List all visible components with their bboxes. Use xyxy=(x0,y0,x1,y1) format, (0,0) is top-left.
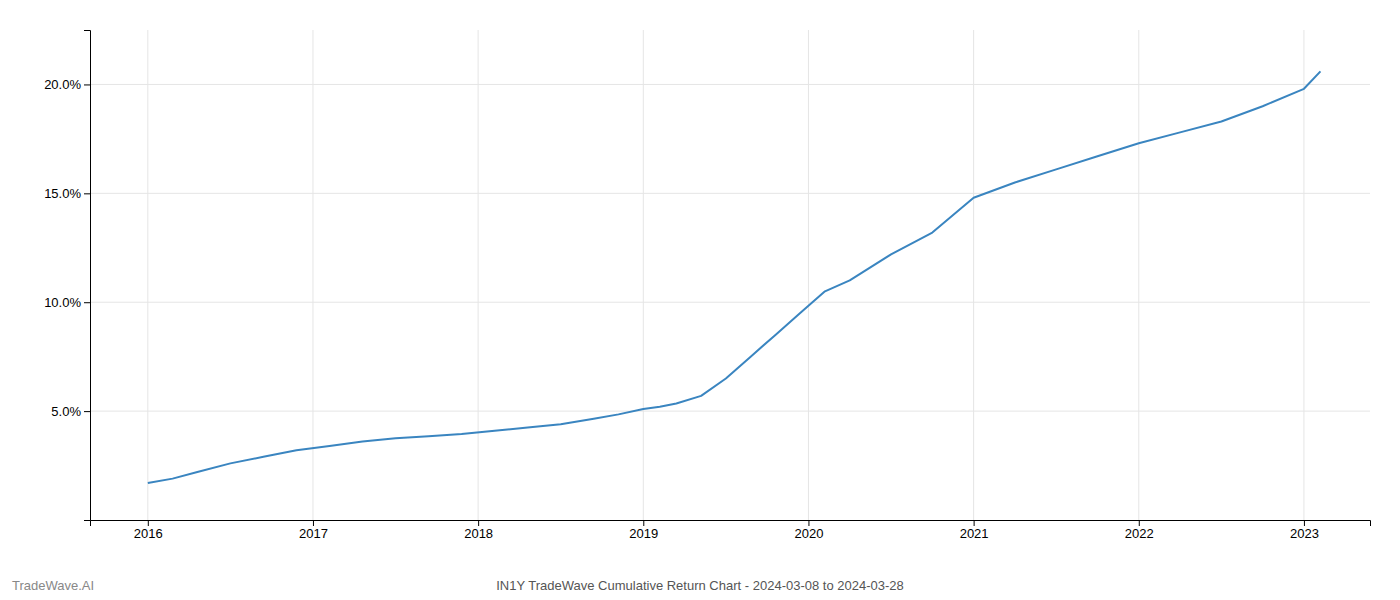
tick-mark xyxy=(84,193,90,194)
grid-line xyxy=(478,30,479,520)
axis-line xyxy=(84,31,91,521)
tick-mark xyxy=(84,84,90,85)
plot-area: 2016 2017 2018 2019 2020 2021 2022 2023 5.0% 10.0… xyxy=(44,30,1370,541)
tick-label: 20.0% xyxy=(44,77,81,92)
x-tick: 2022 xyxy=(1125,520,1154,541)
tick-mark xyxy=(313,520,314,526)
grid-line xyxy=(1303,30,1304,520)
grid xyxy=(90,30,1370,520)
grid-line xyxy=(90,411,1370,412)
line xyxy=(148,71,1321,483)
watermark: TradeWave.AI xyxy=(12,578,94,593)
tick-mark xyxy=(84,411,90,412)
tick-label: 2019 xyxy=(629,526,658,541)
x-tick: 2019 xyxy=(629,520,658,541)
grid-line xyxy=(643,30,644,520)
tick-mark xyxy=(1139,520,1140,526)
grid-line xyxy=(90,84,1370,85)
tick-label: 2022 xyxy=(1125,526,1154,541)
x-tick: 2017 xyxy=(299,520,328,541)
chart: 2016 2017 2018 2019 2020 2021 2022 2023 5.0% 10.0… xyxy=(0,0,1400,600)
grid-line xyxy=(1138,30,1139,520)
tick-mark xyxy=(478,520,479,526)
tick-mark xyxy=(974,520,975,526)
series xyxy=(148,71,1321,483)
tick-label: 5.0% xyxy=(51,404,81,419)
grid-line xyxy=(147,30,148,520)
grid-line xyxy=(90,193,1370,194)
x-tick: 2018 xyxy=(464,520,493,541)
y-tick: 10.0% xyxy=(44,295,90,310)
tick-label: 10.0% xyxy=(44,295,81,310)
tick-label: 2016 xyxy=(134,526,163,541)
grid-line xyxy=(808,30,809,520)
y-tick: 5.0% xyxy=(51,404,90,419)
x-tick: 2021 xyxy=(960,520,989,541)
tick-mark xyxy=(1304,520,1305,526)
tick-mark xyxy=(643,520,644,526)
tick-label: 2023 xyxy=(1290,526,1319,541)
x-tick: 2016 xyxy=(134,520,163,541)
x-axis: 2016 2017 2018 2019 2020 2021 2022 2023 xyxy=(91,520,1371,541)
x-tick: 2020 xyxy=(794,520,823,541)
tick-mark xyxy=(808,520,809,526)
y-tick: 15.0% xyxy=(44,186,90,201)
grid-line xyxy=(973,30,974,520)
y-tick: 20.0% xyxy=(44,77,90,92)
grid-line xyxy=(312,30,313,520)
grid-line xyxy=(90,302,1370,303)
y-axis: 5.0% 10.0% 15.0% 20.0% xyxy=(44,31,90,521)
tick-label: 2021 xyxy=(960,526,989,541)
x-tick: 2023 xyxy=(1290,520,1319,541)
tick-mark xyxy=(148,520,149,526)
tick-label: 15.0% xyxy=(44,186,81,201)
title: IN1Y TradeWave Cumulative Return Chart -… xyxy=(496,578,904,593)
tick-label: 2017 xyxy=(299,526,328,541)
tick-mark xyxy=(84,302,90,303)
tick-label: 2020 xyxy=(794,526,823,541)
axis-line xyxy=(91,521,1371,527)
tick-label: 2018 xyxy=(464,526,493,541)
